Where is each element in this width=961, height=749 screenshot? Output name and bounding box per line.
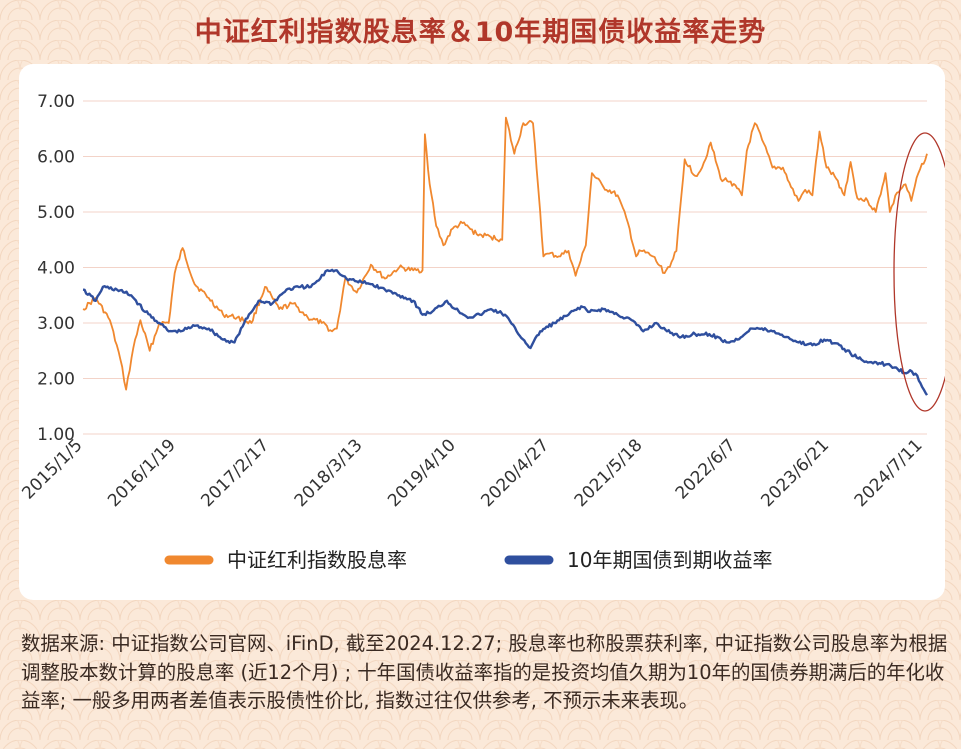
data-source-footnote: 数据来源: 中证指数公司官网、iFinD, 截至2024.12.27; 股息率也…: [21, 632, 948, 712]
x-tick-label: 2021/5/18: [571, 435, 647, 511]
x-tick-label: 2024/7/11: [851, 435, 927, 511]
x-tick-label: 2019/4/10: [384, 435, 460, 511]
y-tick-label: 5.00: [37, 203, 75, 223]
x-tick-label: 2016/1/19: [104, 435, 180, 511]
x-tick-label: 2022/6/7: [672, 435, 740, 503]
chart-card: 1.00 2.00 3.00 4.00 5.00 6.00 7.00 2015/1/5 2016…: [19, 64, 945, 600]
y-tick-label: 4.00: [37, 259, 75, 279]
y-tick-label: 7.00: [37, 92, 75, 112]
y-tick-label: 2.00: [37, 370, 75, 390]
legend-label: 中证红利指数股息率: [227, 548, 407, 572]
chart-title: 中证红利指数股息率＆10年期国债收益率走势: [194, 17, 767, 48]
legend-label: 10年期国债到期收益率: [567, 548, 772, 572]
y-tick-label: 6.00: [37, 148, 75, 168]
y-tick-label: 1.00: [37, 425, 75, 445]
x-tick-label: 2015/1/5: [19, 435, 87, 503]
dividend-yield-line: [82, 116, 928, 391]
x-tick-label: 2018/3/13: [291, 435, 367, 511]
x-tick-label: 2023/6/21: [757, 435, 833, 511]
chart-svg: 1.00 2.00 3.00 4.00 5.00 6.00 7.00 2015/1/5 2016…: [19, 92, 945, 572]
x-tick-label: 2020/4/27: [477, 435, 553, 511]
highlight-ellipse: [893, 132, 945, 412]
x-tick-label: 2017/2/17: [197, 435, 273, 511]
y-tick-label: 3.00: [37, 314, 75, 334]
bond-yield-line: [82, 268, 929, 396]
